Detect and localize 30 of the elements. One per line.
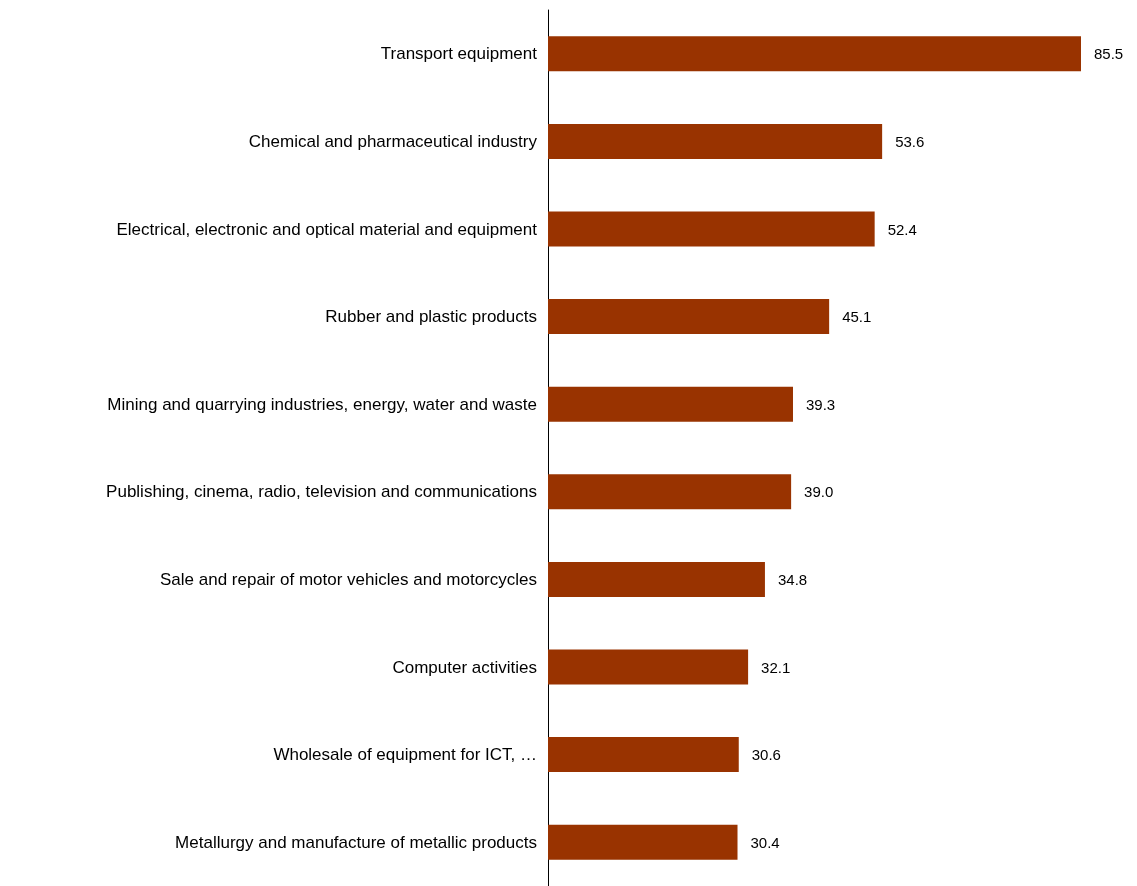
data-label: 39.3 <box>805 395 836 413</box>
data-label: 39.0 <box>804 483 834 501</box>
bar <box>548 299 830 335</box>
data-label: 45.1 <box>842 308 872 326</box>
y-tick-label: Sale and repair of motor vehicles and motorcycles <box>159 569 537 589</box>
bar <box>548 561 765 597</box>
y-tick-label: Metallurgy and manufacture of metallic products <box>175 832 537 852</box>
bar <box>548 649 749 685</box>
bar <box>548 211 875 247</box>
bar <box>548 36 1081 72</box>
bar <box>548 123 883 159</box>
y-tick-label: Publishing, cinema, radio, television and communications <box>106 482 537 502</box>
data-label: 32.1 <box>761 658 791 676</box>
bar <box>548 474 792 510</box>
bar <box>548 824 738 860</box>
y-tick-label: Chemical and pharmaceutical industry <box>248 131 538 151</box>
y-tick-label: Wholesale of equipment for ICT, … <box>273 745 537 765</box>
bar <box>548 737 739 773</box>
y-tick-label: Computer activities <box>392 657 537 677</box>
data-label: 30.4 <box>750 833 780 851</box>
y-tick-label: Transport equipment <box>380 44 538 64</box>
y-tick-label: Mining and quarrying industries, energy, water and waste <box>107 394 537 414</box>
data-label: 53.6 <box>895 132 925 150</box>
data-label: 30.6 <box>751 746 781 764</box>
data-label: 52.4 <box>887 220 917 238</box>
bar <box>548 386 793 422</box>
y-tick-label: Electrical, electronic and optical material and equipment <box>116 219 538 239</box>
y-tick-label: Rubber and plastic products <box>325 307 537 327</box>
data-label: 85.5 <box>1094 45 1124 63</box>
data-label: 34.8 <box>777 570 808 588</box>
